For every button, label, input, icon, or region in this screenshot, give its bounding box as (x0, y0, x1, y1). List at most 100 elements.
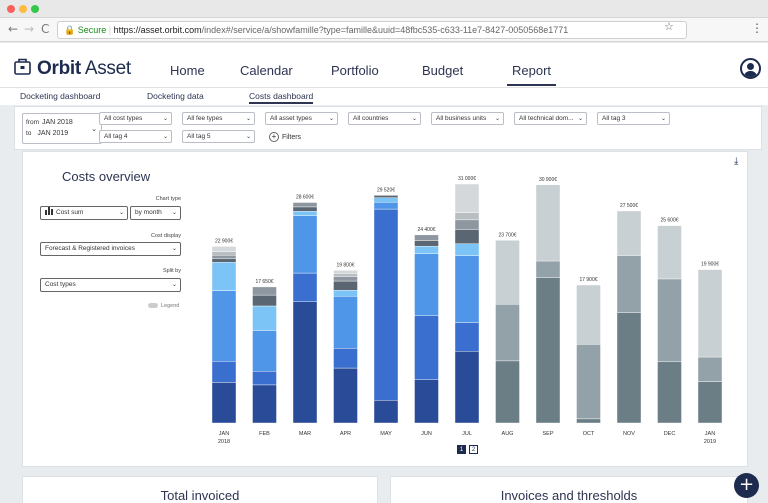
nav-budget[interactable]: Budget (422, 63, 464, 78)
chart-type-select[interactable]: Cost sum ⌄ (40, 206, 128, 220)
nav-portfolio[interactable]: Portfolio (331, 63, 379, 78)
bar-segment[interactable] (252, 294, 277, 307)
arrow-left-icon[interactable]: ← (8, 22, 19, 36)
bar-segment[interactable] (211, 361, 237, 383)
bar-segment[interactable] (211, 246, 237, 252)
filter-technical-domains[interactable]: All technical dom... ⌄ (514, 112, 587, 125)
bar-segment[interactable] (697, 356, 723, 382)
filter-asset-types[interactable]: All asset types ⌄ (265, 112, 338, 125)
bar-segment[interactable] (657, 361, 682, 424)
bar-segment[interactable] (495, 360, 520, 424)
bar-segment[interactable] (333, 276, 358, 282)
bar-segment[interactable] (616, 210, 642, 256)
bar-segment[interactable] (414, 253, 439, 316)
bar-segment[interactable] (252, 305, 277, 331)
reload-icon[interactable]: C (41, 22, 50, 36)
bar-segment[interactable] (333, 296, 358, 349)
filter-business-units[interactable]: All business units ⌄ (431, 112, 504, 125)
filter-cost-types[interactable]: All cost types ⌄ (99, 112, 172, 125)
bar-segment[interactable] (657, 278, 682, 363)
bar-segment[interactable] (333, 273, 358, 277)
chart-page-1[interactable]: 1 (457, 445, 466, 454)
bar-segment[interactable] (373, 208, 399, 401)
bar-segment[interactable] (495, 304, 520, 362)
bar-segment[interactable] (697, 381, 723, 424)
legend-toggle[interactable]: Legend (148, 303, 179, 309)
bar-segment[interactable] (657, 225, 682, 280)
bar-segment[interactable] (616, 312, 642, 424)
bar-segment[interactable] (252, 330, 277, 372)
bar-segment[interactable] (373, 400, 399, 424)
nav-home[interactable]: Home (170, 63, 205, 78)
bar-segment[interactable] (535, 184, 561, 262)
bar-segment[interactable] (292, 206, 318, 212)
nav-report[interactable]: Report (507, 63, 556, 86)
bar-segment[interactable] (576, 284, 601, 345)
bar-segment[interactable] (535, 260, 561, 278)
plus-icon[interactable]: + (734, 473, 759, 498)
brand-logo[interactable]: Orbit Asset (37, 58, 131, 80)
bar-segment[interactable] (211, 251, 237, 256)
bar-segment[interactable] (292, 211, 318, 216)
bar-segment[interactable] (211, 262, 237, 291)
bar-segment[interactable] (414, 240, 439, 247)
bar-segment[interactable] (211, 255, 237, 260)
bar-segment[interactable] (292, 301, 318, 424)
more-filters-button[interactable]: + Filters (269, 132, 301, 142)
bar-segment[interactable] (373, 195, 399, 198)
bar-segment[interactable] (414, 315, 439, 380)
bar-segment[interactable] (454, 212, 480, 221)
browser-menu-icon[interactable]: ⋮ (751, 21, 763, 35)
bar-segment[interactable] (414, 379, 439, 424)
filter-tag-5[interactable]: All tag 5 ⌄ (182, 130, 255, 143)
tab-costs-dashboard[interactable]: Costs dashboard (249, 91, 314, 104)
arrow-right-icon[interactable]: → (24, 22, 35, 36)
maximize-window-icon[interactable] (31, 5, 39, 13)
bar-segment[interactable] (373, 197, 399, 203)
nav-calendar[interactable]: Calendar (240, 63, 293, 78)
tab-docketing-data[interactable]: Docketing data (147, 91, 204, 101)
download-icon[interactable]: ⤓ (734, 156, 739, 167)
bar-segment[interactable] (454, 255, 480, 323)
bar-segment[interactable] (211, 290, 237, 362)
close-window-icon[interactable] (7, 5, 15, 13)
filter-countries[interactable]: All countries ⌄ (348, 112, 421, 125)
bar-segment[interactable] (576, 418, 601, 424)
chart-page-2[interactable]: 2 (469, 445, 478, 454)
bar-segment[interactable] (292, 272, 318, 302)
split-by-select[interactable]: Cost types ⌄ (40, 278, 181, 292)
bar-segment[interactable] (292, 215, 318, 274)
bar-segment[interactable] (454, 322, 480, 352)
address-bar[interactable]: 🔒 Secure | https://asset.orbit.com/index… (57, 21, 687, 39)
bar-segment[interactable] (333, 280, 358, 291)
bar-segment[interactable] (292, 202, 318, 208)
bar-segment[interactable] (414, 245, 439, 254)
filter-fee-types[interactable]: All fee types ⌄ (182, 112, 255, 125)
bar-segment[interactable] (454, 351, 480, 424)
bar-segment[interactable] (414, 234, 439, 241)
bar-segment[interactable] (333, 367, 358, 424)
bar-segment[interactable] (252, 384, 277, 424)
bar-segment[interactable] (211, 258, 237, 263)
bar-segment[interactable] (454, 183, 480, 213)
bar-segment[interactable] (373, 202, 399, 210)
bar-segment[interactable] (616, 255, 642, 313)
bar-segment[interactable] (211, 382, 237, 424)
bar-segment[interactable] (454, 219, 480, 230)
filter-tag-4[interactable]: All tag 4 ⌄ (99, 130, 172, 143)
bar-segment[interactable] (697, 269, 723, 358)
user-icon[interactable] (740, 58, 761, 79)
bar-segment[interactable] (454, 243, 480, 256)
bar-segment[interactable] (454, 229, 480, 244)
cost-display-select[interactable]: Forecast & Registered invoices ⌄ (40, 242, 181, 256)
bar-segment[interactable] (576, 344, 601, 420)
bar-segment[interactable] (333, 289, 358, 297)
filter-tag-3[interactable]: All tag 3 ⌄ (597, 112, 670, 125)
tab-docketing-dashboard[interactable]: Docketing dashboard (20, 91, 101, 101)
bar-segment[interactable] (333, 270, 358, 274)
bar-segment[interactable] (495, 240, 520, 305)
bar-segment[interactable] (252, 286, 277, 296)
date-range-picker[interactable]: from JAN 2018 to JAN 2019 ⌄ (22, 113, 102, 144)
bar-segment[interactable] (535, 277, 561, 424)
bookmark-star-icon[interactable]: ☆ (664, 20, 674, 33)
